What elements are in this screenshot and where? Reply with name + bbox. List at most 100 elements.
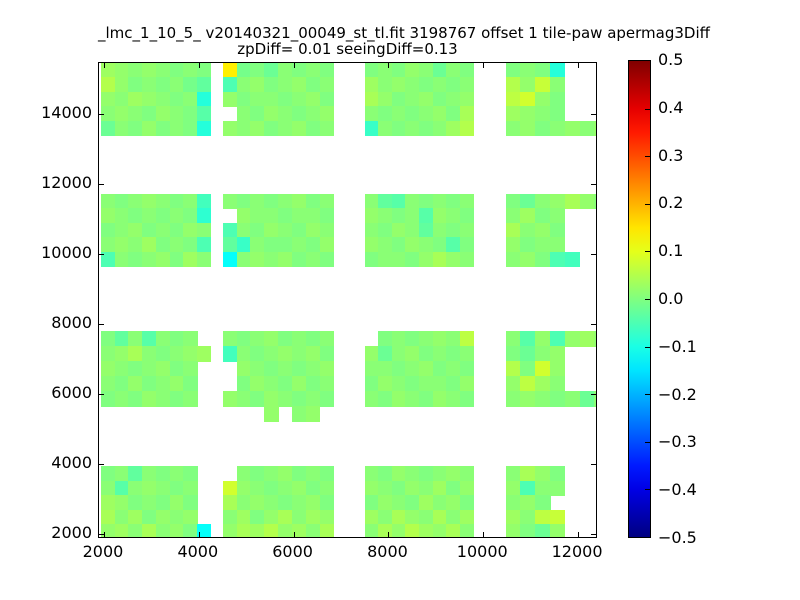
heatmap-cell xyxy=(364,77,379,93)
heatmap-cell xyxy=(391,360,406,377)
heatmap-cell xyxy=(236,360,252,377)
heatmap-cell xyxy=(520,390,536,407)
heatmap-cell xyxy=(549,345,566,362)
heatmap-cell xyxy=(459,120,475,136)
heatmap-cell xyxy=(418,360,434,377)
heatmap-cell xyxy=(418,194,434,210)
heatmap-cell xyxy=(378,251,393,267)
heatmap-cell xyxy=(128,120,143,136)
heatmap-cell xyxy=(391,465,406,482)
heatmap-cell xyxy=(505,63,522,79)
heatmap-cell xyxy=(305,77,321,93)
heatmap-cell xyxy=(391,345,406,362)
heatmap-cell xyxy=(418,345,434,362)
heatmap-cell xyxy=(378,77,393,93)
heatmap-cell xyxy=(236,390,252,407)
heatmap-cell xyxy=(128,390,143,407)
plot-title: _lmc_1_10_5_ v20140321_00049_st_tl.fit 3… xyxy=(98,24,710,42)
heatmap-cell xyxy=(505,91,522,107)
heatmap-cell xyxy=(155,251,171,267)
y-tick xyxy=(591,183,596,185)
heatmap-cell xyxy=(432,375,447,392)
heatmap-cell xyxy=(142,194,157,210)
heatmap-cell xyxy=(391,63,406,79)
heatmap-cell xyxy=(100,480,116,496)
heatmap-cell xyxy=(236,106,252,122)
heatmap-cell xyxy=(114,208,130,224)
y-tick xyxy=(591,393,596,395)
heatmap-cell xyxy=(594,194,596,210)
x-tick xyxy=(483,532,485,537)
heatmap-cell xyxy=(364,208,379,224)
heatmap-cell xyxy=(114,480,130,496)
heatmap-cell xyxy=(128,480,143,496)
heatmap-cell xyxy=(155,480,171,496)
heatmap-cell xyxy=(305,208,321,224)
heatmap-cell xyxy=(305,524,321,537)
y-tick xyxy=(99,183,104,185)
heatmap-cell xyxy=(535,509,551,526)
heatmap-cell xyxy=(236,222,252,238)
heatmap-cell xyxy=(169,375,184,392)
heatmap-cell xyxy=(405,330,420,347)
heatmap-cell xyxy=(291,495,307,511)
heatmap-cell xyxy=(446,390,461,407)
heatmap-cell xyxy=(564,120,581,136)
heatmap-cell xyxy=(278,524,293,537)
x-tick xyxy=(103,63,105,68)
heatmap-cell xyxy=(250,63,265,79)
heatmap-cell xyxy=(459,480,475,496)
heatmap-cell xyxy=(142,509,157,526)
heatmap-cell xyxy=(432,345,447,362)
heatmap-cell xyxy=(155,495,171,511)
heatmap-cell xyxy=(236,495,252,511)
colorbar-tick xyxy=(645,346,650,348)
heatmap-cell xyxy=(305,405,321,422)
heatmap-cell xyxy=(319,465,335,482)
heatmap-cell xyxy=(405,375,420,392)
heatmap-cell xyxy=(405,495,420,511)
heatmap-cell xyxy=(391,390,406,407)
heatmap-cell xyxy=(169,208,184,224)
heatmap-cell xyxy=(405,63,420,79)
heatmap-cell xyxy=(264,106,279,122)
heatmap-cell xyxy=(114,345,130,362)
heatmap-cell xyxy=(114,106,130,122)
heatmap-cell xyxy=(378,524,393,537)
heatmap-cell xyxy=(155,524,171,537)
heatmap-cell xyxy=(183,480,198,496)
heatmap-cell xyxy=(196,237,212,253)
heatmap-cell xyxy=(264,330,279,347)
colorbar-tick xyxy=(645,156,650,158)
heatmap-cell xyxy=(505,251,522,267)
heatmap-cell xyxy=(169,120,184,136)
heatmap-cell xyxy=(100,360,116,377)
heatmap-cell xyxy=(459,208,475,224)
heatmap-cell xyxy=(100,106,116,122)
heatmap-cell xyxy=(155,465,171,482)
heatmap-cell xyxy=(291,120,307,136)
heatmap-cell xyxy=(291,509,307,526)
heatmap-cell xyxy=(264,495,279,511)
heatmap-cell xyxy=(114,360,130,377)
heatmap-cell xyxy=(459,524,475,537)
heatmap-cell xyxy=(196,77,212,93)
y-tick xyxy=(591,113,596,115)
heatmap-cell xyxy=(183,375,198,392)
heatmap-cell xyxy=(446,345,461,362)
heatmap-cell xyxy=(236,251,252,267)
heatmap-cell xyxy=(418,63,434,79)
heatmap-cell xyxy=(535,120,551,136)
heatmap-cell xyxy=(100,91,116,107)
heatmap-cell xyxy=(459,509,475,526)
colorbar-tick xyxy=(645,108,650,110)
y-tick-label: 4000 xyxy=(51,452,92,472)
heatmap-cell xyxy=(391,208,406,224)
x-tick xyxy=(388,532,390,537)
heatmap-cell xyxy=(405,106,420,122)
heatmap-cell xyxy=(264,208,279,224)
heatmap-cell xyxy=(520,480,536,496)
heatmap-cell xyxy=(505,106,522,122)
heatmap-cell xyxy=(535,251,551,267)
heatmap-cell xyxy=(291,330,307,347)
